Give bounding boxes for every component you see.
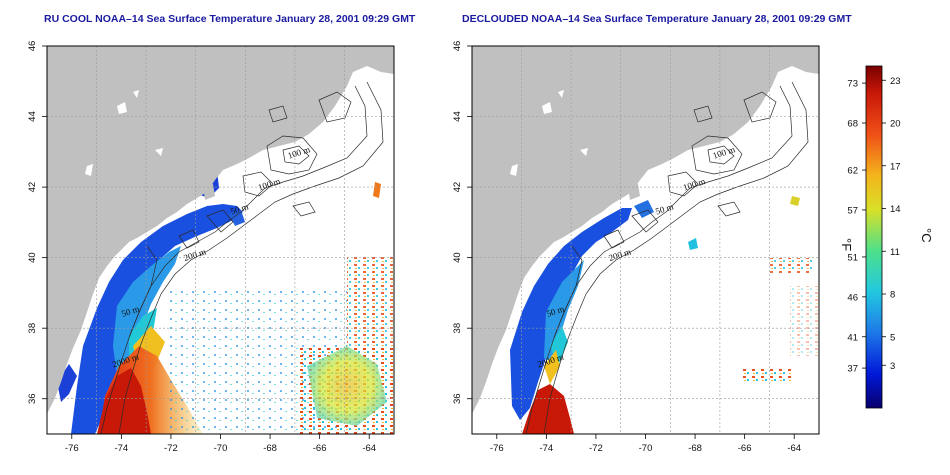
right-y-tick-label: 36 [452, 393, 463, 404]
left-x-tick-label: -64 [362, 443, 376, 454]
celsius-tick-label: 8 [890, 290, 895, 301]
left-axes: -76 -74 -72 -70 -68 -66 -64 36 38 40 42 44 46 [27, 41, 376, 454]
right-x-tick-label: -70 [639, 443, 653, 454]
left-y-tick-label: 46 [27, 41, 38, 52]
right-x-tick-label: -64 [787, 443, 801, 454]
celsius-tick-label: 23 [890, 76, 901, 87]
celsius-tick-label: 11 [890, 247, 900, 258]
left-x-tick-label: -72 [164, 443, 178, 454]
right-y-tick-label: 38 [452, 323, 463, 334]
fahrenheit-tick-label: 37 [847, 364, 858, 375]
fahrenheit-tick-label: 57 [847, 205, 858, 216]
right-y-tick-label: 40 [452, 252, 463, 263]
celsius-tick-label: 3 [890, 361, 895, 372]
fahrenheit-tick-label: 73 [847, 79, 858, 90]
left-x-tick-label: -68 [263, 443, 277, 454]
colorbar-celsius-ticks: 23 20 17 14 11 8 5 3 [882, 76, 901, 372]
right-axes: -76 -74 -72 -70 -68 -66 -64 36 38 40 42 44 46 [452, 41, 801, 454]
left-y-tick-label: 40 [27, 252, 38, 263]
right-y-tick-label: 42 [452, 182, 463, 193]
colorbar-gradient [865, 65, 883, 409]
right-x-tick-label: -68 [688, 443, 702, 454]
right-y-tick-label: 46 [452, 41, 463, 52]
left-panel-title: RU COOL NOAA–14 Sea Surface Temperature … [44, 13, 416, 25]
left-y-tick-label: 36 [27, 393, 38, 404]
left-y-tick-label: 42 [27, 182, 38, 193]
right-y-tick-label: 44 [452, 111, 463, 122]
right-x-tick-label: -72 [589, 443, 603, 454]
left-x-tick-label: -76 [65, 443, 79, 454]
fahrenheit-tick-label: 68 [847, 119, 858, 130]
temperature-colorbar: °F °C 73 68 62 57 51 46 41 37 23 20 17 14 11 8 5 3 [839, 65, 934, 409]
fahrenheit-tick-label: 51 [847, 252, 858, 263]
fahrenheit-tick-label: 41 [847, 332, 858, 343]
left-y-tick-label: 38 [27, 323, 38, 334]
left-x-tick-label: -74 [114, 443, 128, 454]
celsius-tick-label: 20 [890, 119, 901, 130]
right-x-tick-label: -74 [539, 443, 553, 454]
left-x-tick-label: -70 [214, 443, 228, 454]
right-panel-title: DECLOUDED NOAA–14 Sea Surface Temperatur… [462, 13, 852, 25]
left-y-tick-label: 44 [27, 111, 38, 122]
celsius-tick-label: 17 [890, 161, 901, 172]
right-sst-field [510, 174, 819, 434]
left-x-tick-label: -66 [313, 443, 327, 454]
colorbar-fahrenheit-label: °F [839, 238, 854, 251]
fahrenheit-tick-label: 62 [847, 166, 858, 177]
colorbar-fahrenheit-ticks: 73 68 62 57 51 46 41 37 [847, 79, 866, 375]
right-x-tick-label: -66 [738, 443, 752, 454]
right-x-tick-label: -76 [490, 443, 504, 454]
fahrenheit-tick-label: 46 [847, 292, 858, 303]
colorbar-celsius-label: °C [919, 228, 934, 243]
celsius-tick-label: 14 [890, 204, 901, 215]
celsius-tick-label: 5 [890, 332, 895, 343]
